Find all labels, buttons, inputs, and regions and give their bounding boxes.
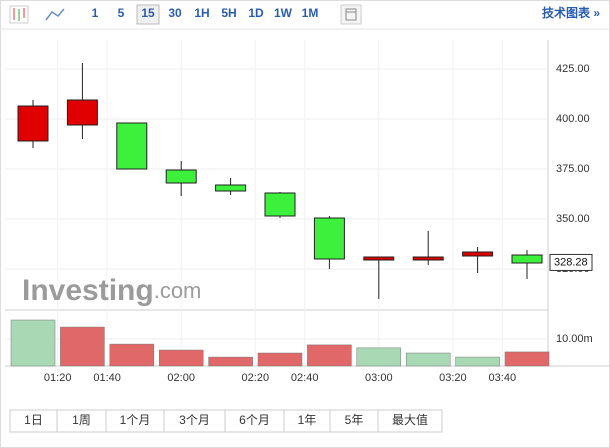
volume-tick-label: 10.00m [556,333,593,345]
interval-button[interactable]: 5 [118,6,125,20]
x-tick-label: 03:00 [365,372,393,384]
volume-bar [504,351,550,367]
range-label[interactable]: 1周 [72,413,91,427]
range-label[interactable]: 最大值 [392,412,428,427]
tech-chart-link[interactable]: 技术图表 » [542,5,600,20]
line-icon[interactable] [45,8,65,21]
volume-bar [10,319,56,367]
candle-body [412,256,444,261]
y-tick-label: 375.00 [556,163,590,175]
volume-bar [60,326,105,367]
volume-bar [109,343,155,367]
range-label[interactable]: 3个月 [179,413,210,427]
x-tick-label: 03:20 [439,372,467,384]
x-tick-label: 01:20 [44,372,72,384]
range-label[interactable]: 1年 [298,413,317,427]
range-label[interactable]: 1个月 [120,413,151,427]
watermark: Investing.com [22,274,201,307]
candle-body [116,122,148,170]
selected-interval-box [136,4,160,25]
range-tab[interactable] [377,409,443,433]
x-tick-label: 02:00 [167,372,195,384]
volume-bar [455,356,500,367]
interval-button[interactable]: 30 [168,6,182,20]
x-tick-label: 03:40 [489,372,517,384]
candle-body [363,256,395,261]
watermark-main: Investing [22,274,154,307]
last-price-box [549,253,593,271]
candle-body [215,184,247,192]
interval-button[interactable]: 5H [221,6,236,20]
x-tick-label: 02:40 [291,372,319,384]
volume-bar [405,352,451,367]
interval-button[interactable]: 1M [302,6,319,20]
volume-bar [356,347,402,367]
interval-button[interactable]: 1W [274,6,293,20]
range-label[interactable]: 6个月 [239,413,270,427]
y-tick-label: 425.00 [556,63,590,75]
y-tick-label: 350.00 [556,213,590,225]
interval-button[interactable]: 1D [248,6,264,20]
last-price-label: 328.28 [554,256,588,268]
candle-body [66,99,98,126]
candle-body [313,217,345,260]
settings-icon[interactable] [340,4,362,25]
interval-button[interactable]: 15 [141,6,155,20]
volume-bar [307,344,352,367]
watermark-suffix: .com [154,278,202,303]
volume-bar [208,356,253,367]
volume-bar [158,349,204,367]
candle-body [511,254,543,264]
interval-button[interactable]: 1H [194,6,209,20]
candle-icon[interactable] [9,5,29,24]
x-tick-label: 01:40 [93,372,121,384]
y-tick-label: 400.00 [556,113,590,125]
x-tick-label: 02:20 [242,372,270,384]
range-label[interactable]: 5年 [345,413,364,427]
candle-body [17,105,49,142]
range-label[interactable]: 1日 [24,413,43,427]
candle-body [165,169,197,184]
interval-button[interactable]: 1 [92,6,99,20]
candle-body [462,251,494,257]
volume-bar [257,352,303,367]
candle-body [264,192,296,217]
